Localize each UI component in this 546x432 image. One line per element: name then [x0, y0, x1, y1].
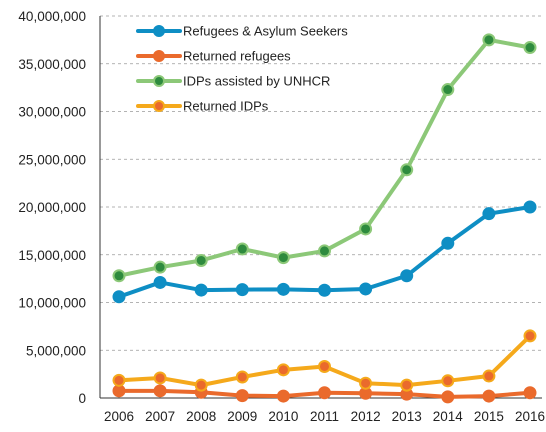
y-tick-label: 15,000,000	[18, 248, 86, 263]
legend-swatch-marker	[153, 100, 165, 112]
data-point	[276, 282, 290, 296]
y-tick-label: 5,000,000	[26, 343, 86, 358]
legend-label: Refugees & Asylum Seekers	[183, 24, 348, 39]
series-lines	[112, 33, 537, 404]
data-point	[523, 386, 537, 400]
x-tick-label: 2009	[227, 409, 257, 424]
data-point	[359, 222, 373, 236]
data-point	[235, 283, 249, 297]
x-tick-label: 2008	[186, 409, 216, 424]
x-tick-label: 2010	[268, 409, 298, 424]
legend-label: IDPs assisted by UNHCR	[183, 74, 330, 89]
data-point	[482, 207, 496, 221]
y-tick-label: 10,000,000	[18, 296, 86, 311]
data-point	[482, 369, 496, 383]
data-point	[318, 283, 331, 297]
data-point	[194, 378, 208, 392]
data-point	[112, 384, 126, 398]
data-point	[276, 251, 290, 265]
x-tick-label: 2015	[474, 409, 504, 424]
data-point	[523, 200, 537, 214]
data-point	[359, 282, 373, 296]
data-point	[153, 275, 167, 289]
data-point	[400, 269, 414, 283]
x-tick-label: 2012	[351, 409, 381, 424]
legend-item-3: Returned IDPs	[136, 99, 269, 114]
data-point	[441, 374, 455, 388]
data-point	[276, 389, 290, 403]
x-tick-label: 2014	[433, 409, 464, 424]
y-tick-label: 40,000,000	[18, 9, 86, 24]
legend-label: Returned refugees	[183, 49, 291, 64]
gridlines	[100, 15, 542, 351]
x-tick-label: 2011	[310, 409, 339, 424]
data-point	[441, 83, 455, 97]
data-point	[194, 253, 208, 267]
data-point	[112, 373, 126, 387]
legend-item-2: IDPs assisted by UNHCR	[136, 74, 330, 89]
y-tick-labels: 0 5,000,000 10,000,000 15,000,000 20,000,000…	[18, 9, 86, 406]
x-tick-label: 2016	[515, 409, 545, 424]
legend-item-1: Returned refugees	[136, 49, 291, 64]
data-point	[235, 242, 249, 256]
data-point	[482, 389, 496, 403]
legend-label: Returned IDPs	[183, 99, 269, 114]
data-point	[153, 371, 167, 385]
series-2	[112, 33, 537, 283]
data-point	[400, 163, 414, 177]
y-tick-label: 20,000,000	[18, 200, 86, 215]
series-3	[112, 329, 537, 392]
y-tick-label: 30,000,000	[18, 105, 86, 120]
x-tick-label: 2007	[145, 409, 175, 424]
data-point	[523, 329, 537, 343]
legend-swatch-marker	[153, 75, 165, 87]
data-point	[482, 33, 496, 47]
data-point	[441, 390, 455, 404]
data-point	[523, 41, 537, 55]
y-tick-label: 35,000,000	[18, 57, 86, 72]
data-point	[235, 389, 249, 403]
data-point	[318, 359, 331, 373]
data-point	[153, 260, 167, 274]
data-point	[318, 244, 331, 258]
data-point	[112, 269, 126, 283]
data-point	[112, 290, 126, 304]
y-tick-label: 0	[78, 391, 86, 406]
y-tick-label: 25,000,000	[18, 152, 86, 167]
legend-item-0: Refugees & Asylum Seekers	[136, 24, 348, 39]
x-tick-label: 2006	[104, 409, 134, 424]
data-point	[235, 370, 249, 384]
data-point	[153, 384, 167, 398]
data-point	[359, 376, 373, 390]
data-point	[400, 378, 414, 392]
x-tick-labels: 2006 2007 2008 2009 2010 2011 2012 2013 2014 2015…	[104, 409, 545, 424]
series-0	[112, 200, 537, 304]
x-tick-label: 2013	[392, 409, 422, 424]
data-point	[318, 386, 331, 400]
legend: Refugees & Asylum Seekers Returned refuge…	[136, 24, 348, 114]
data-point	[194, 283, 208, 297]
data-point	[276, 363, 290, 377]
data-point	[441, 236, 455, 250]
legend-swatch-marker	[153, 25, 165, 37]
legend-swatch-marker	[153, 50, 165, 62]
series-1	[112, 384, 537, 404]
